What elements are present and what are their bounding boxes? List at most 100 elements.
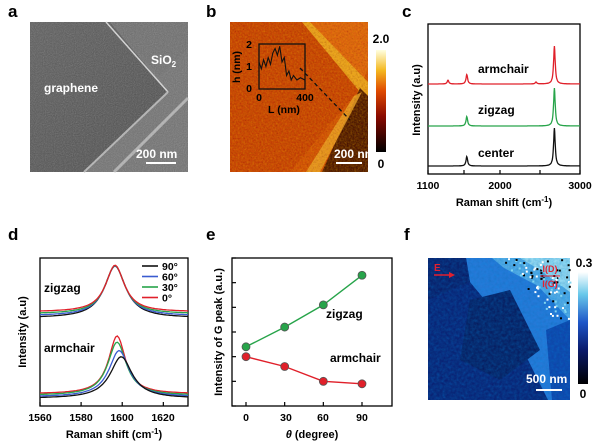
speckle <box>551 279 554 282</box>
e-xtick-60: 60 <box>317 412 329 424</box>
scalebar-f-label: 500 nm <box>526 372 567 386</box>
colorbar-b-max: 2.0 <box>373 32 390 46</box>
speckle <box>557 282 560 285</box>
e-ylabel: Intensity of G peak (a.u.) <box>213 268 225 396</box>
speckle <box>538 286 541 289</box>
speckle <box>523 264 526 267</box>
speckle <box>563 303 566 306</box>
speckle <box>550 313 552 315</box>
d-xtick-1620: 1620 <box>151 412 175 424</box>
speckle <box>550 272 553 275</box>
speckle <box>530 271 533 274</box>
speckle <box>518 267 521 270</box>
svg-text:SiO2: SiO2 <box>151 53 177 69</box>
speckle <box>505 261 508 264</box>
point-zigzag-90 <box>357 270 367 280</box>
label-armchair-c: armchair <box>478 62 529 76</box>
speckle <box>566 276 569 279</box>
spectrum-center <box>428 127 580 167</box>
d-xtick-1560: 1560 <box>28 412 52 424</box>
speckle <box>535 258 538 261</box>
line-profile-path <box>299 67 351 121</box>
inset-xtick-1: 400 <box>296 92 314 104</box>
colorbar-b <box>376 50 386 152</box>
panel-d-frame <box>39 257 189 407</box>
inset-ytick-0: 0 <box>246 83 252 95</box>
speckle <box>566 262 569 265</box>
speckle <box>562 261 565 264</box>
speckle <box>555 278 558 281</box>
speckle <box>545 307 548 310</box>
speckle <box>551 314 554 317</box>
speckle <box>560 317 562 320</box>
speckle <box>523 262 526 265</box>
d-ylabel: Intensity (a.u) <box>17 296 29 368</box>
speckle <box>543 278 546 281</box>
speckle <box>564 309 567 312</box>
polarization-arrow-head <box>449 272 455 278</box>
point-armchair-60 <box>318 376 328 386</box>
speckle <box>529 276 532 279</box>
speckle <box>555 290 558 293</box>
speckle <box>552 300 555 303</box>
colorbar-f-min: 0 <box>580 387 587 401</box>
panel-a: a graphene SiO2 200 nm <box>8 2 190 174</box>
speckle <box>558 269 561 272</box>
ratio-label-bottom: I(G) <box>542 279 558 289</box>
speckle <box>540 277 543 280</box>
panel-e: e zigzag armchair 0 30 60 90 θ (degree) … <box>206 225 393 441</box>
panel-e-frame <box>231 257 393 407</box>
speckle <box>557 277 560 279</box>
inset-xlabel: L (nm) <box>268 104 300 116</box>
panel-c-label: c <box>402 2 411 21</box>
armchair-spectrum-60° <box>40 349 189 397</box>
spectrum-armchair <box>428 45 580 85</box>
speckle <box>553 284 556 286</box>
armchair-spectrum-90° <box>40 356 189 399</box>
speckle <box>530 276 533 279</box>
colorbar-f-max: 0.3 <box>576 256 593 270</box>
speckle <box>521 272 524 275</box>
speckle <box>568 281 571 283</box>
speckle <box>549 283 552 286</box>
legend-d: 90°60°30°0° <box>142 261 178 305</box>
ratio-label-top: I(D) <box>543 264 558 274</box>
speckle <box>548 306 551 309</box>
speckle <box>567 264 570 267</box>
speckle <box>558 277 561 280</box>
point-zigzag-30 <box>280 322 290 332</box>
speckle <box>557 270 560 273</box>
label-armchair-e: armchair <box>330 351 381 365</box>
scalebar-b-label: 200 nm <box>334 147 375 161</box>
speckle <box>513 264 516 267</box>
speckle <box>508 258 510 261</box>
e-xlabel: θ (degree) <box>286 429 339 441</box>
label-center-c: center <box>478 146 514 160</box>
spectrum-zigzag <box>428 87 580 127</box>
speckle <box>550 288 553 291</box>
speckle <box>552 266 555 269</box>
panel-f: f E I(D) I(G) 500 nm 0.3 0 <box>404 225 593 401</box>
speckle <box>554 306 557 309</box>
speckle <box>536 286 538 289</box>
speckle <box>556 314 559 317</box>
speckle <box>511 269 513 272</box>
speckle <box>564 310 567 313</box>
speckle <box>546 260 549 263</box>
c-xtick-3000: 3000 <box>568 180 592 192</box>
colorbar-b-min: 0 <box>378 157 385 171</box>
speckle <box>532 280 535 283</box>
speckle <box>568 269 571 272</box>
speckle <box>562 269 565 272</box>
scalebar-a-label: 200 nm <box>136 147 177 161</box>
inset-ylabel: h (nm) <box>231 51 243 83</box>
point-armchair-90 <box>357 379 367 389</box>
speckle <box>535 275 538 278</box>
speckle <box>568 285 571 288</box>
height-profile-inset: 0 1 2 0 400 L (nm) h (nm) <box>231 39 314 116</box>
speckle <box>551 277 554 279</box>
speckle <box>554 300 557 303</box>
inset-xtick-0: 0 <box>256 92 262 104</box>
d-xlabel: Raman shift (cm-1) <box>66 427 163 441</box>
speckle <box>548 292 551 295</box>
